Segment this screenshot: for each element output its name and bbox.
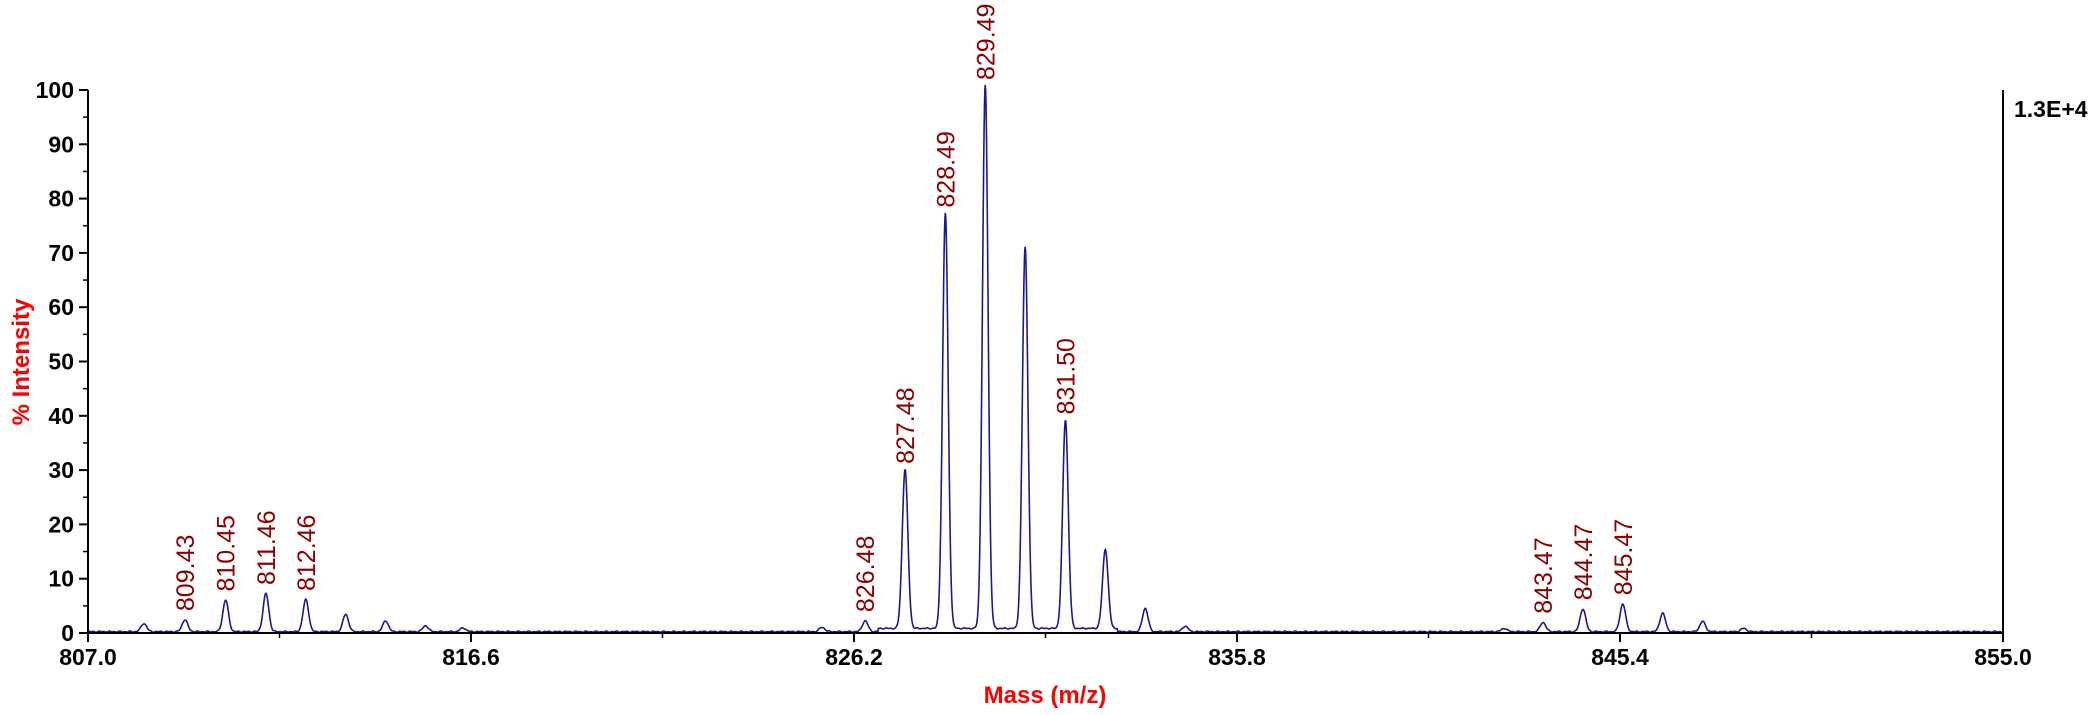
y-tick-label: 50	[48, 349, 74, 375]
peak-label: 829.49	[972, 4, 1000, 80]
peak-label: 845.47	[1610, 519, 1638, 595]
peak-label: 843.47	[1530, 537, 1558, 613]
y-tick-label: 40	[48, 403, 74, 429]
peak-label: 827.48	[892, 387, 920, 463]
x-axis-title: Mass (m/z)	[984, 682, 1107, 709]
x-tick-label: 845.4	[1591, 644, 1649, 670]
peak-label: 809.43	[172, 535, 200, 611]
peak-label: 826.48	[852, 536, 880, 612]
x-tick-label: 807.0	[59, 644, 117, 670]
x-tick-label: 835.8	[1208, 644, 1266, 670]
max-intensity-label: 1.3E+4	[2014, 96, 2088, 122]
y-tick-label: 90	[48, 131, 74, 157]
y-axis-title: % Intensity	[8, 298, 35, 425]
peak-label: 844.47	[1570, 524, 1598, 600]
y-tick-label: 30	[48, 457, 74, 483]
y-tick-label: 10	[48, 566, 74, 592]
y-tick-label: 100	[36, 77, 74, 103]
x-tick-label: 816.6	[442, 644, 500, 670]
x-tick-label: 826.2	[825, 644, 883, 670]
y-tick-label: 70	[48, 240, 74, 266]
x-tick-label: 855.0	[1974, 644, 2032, 670]
peak-labels-layer: 809.43 810.45 811.46 812.46 826.48 827.48 828.…	[172, 4, 1638, 614]
peak-label: 812.46	[293, 515, 321, 591]
y-tick-label: 60	[48, 294, 74, 320]
y-tick-label: 20	[48, 511, 74, 537]
peak-label: 811.46	[253, 510, 281, 585]
peak-label: 831.50	[1052, 338, 1080, 414]
peak-label: 828.49	[932, 131, 960, 207]
axes-layer: 807.0 816.6 826.2 835.8 845.4 855.0 0 10 20 30 40 5…	[36, 77, 2032, 670]
y-tick-label: 0	[61, 620, 74, 646]
spectrum-trace	[87, 84, 2004, 634]
spectrum-layer	[87, 84, 2004, 634]
y-tick-label: 80	[48, 186, 74, 212]
peak-label: 810.45	[213, 515, 241, 591]
